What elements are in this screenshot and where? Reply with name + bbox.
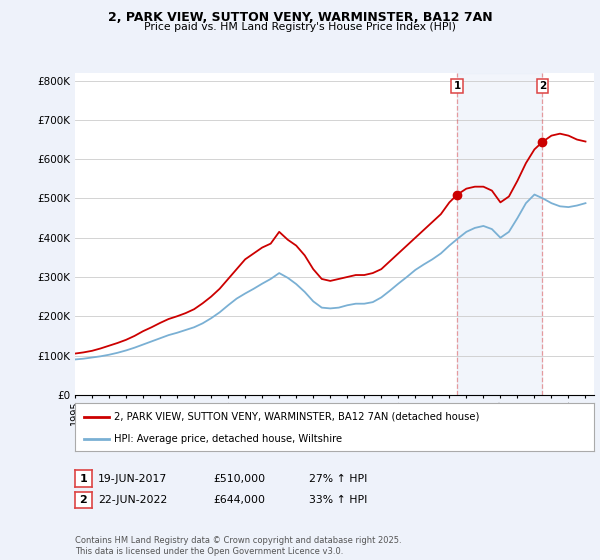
Text: 2: 2 [80,495,87,505]
Text: 2, PARK VIEW, SUTTON VENY, WARMINSTER, BA12 7AN: 2, PARK VIEW, SUTTON VENY, WARMINSTER, B… [107,11,493,24]
Text: 22-JUN-2022: 22-JUN-2022 [98,495,167,505]
Bar [457,73,542,395]
Text: 27% ↑ HPI: 27% ↑ HPI [309,474,367,484]
Text: £510,000: £510,000 [213,474,265,484]
Text: HPI: Average price, detached house, Wiltshire: HPI: Average price, detached house, Wilt… [114,434,342,444]
Text: 2: 2 [539,81,546,91]
Text: Price paid vs. HM Land Registry's House Price Index (HPI): Price paid vs. HM Land Registry's House … [144,22,456,32]
Text: 19-JUN-2017: 19-JUN-2017 [98,474,167,484]
Text: £644,000: £644,000 [213,495,265,505]
Text: 1: 1 [80,474,87,484]
Text: 2, PARK VIEW, SUTTON VENY, WARMINSTER, BA12 7AN (detached house): 2, PARK VIEW, SUTTON VENY, WARMINSTER, B… [114,412,479,422]
Text: 33% ↑ HPI: 33% ↑ HPI [309,495,367,505]
Text: Contains HM Land Registry data © Crown copyright and database right 2025.
This d: Contains HM Land Registry data © Crown c… [75,536,401,556]
Text: 1: 1 [454,81,461,91]
